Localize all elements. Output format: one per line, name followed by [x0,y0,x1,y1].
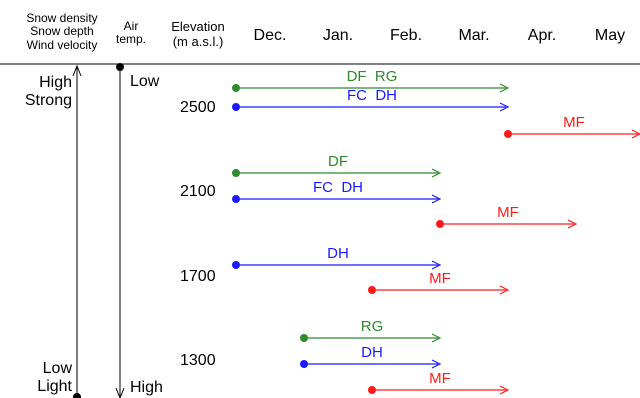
bar-1300-rg-label: RG [360,318,384,335]
bar-1300-dh-start-dot [300,360,308,368]
header-snow-density: Snow density [26,11,98,25]
header-snow-depth: Snow depth [30,24,94,39]
header-temp: temp. [115,32,146,47]
left-axis-arrowhead [72,64,82,77]
bar-2100-fc-dh-arrowhead [431,194,442,204]
bar-1300-mf-start-dot [368,386,376,394]
elevation-2100: 2100 [180,183,216,200]
bar-2100-df-start-dot [232,169,240,177]
bar-2100-df-arrowhead [431,168,442,178]
header-air: Air [123,19,139,33]
bar-2500-mf-start-dot [504,130,512,138]
bar-2500-fc-dh-arrowhead [499,102,510,112]
label-light: Light [37,377,72,395]
left-axis-dot [73,393,81,398]
bar-2100-fc-dh-label: FC DH [313,179,363,196]
bar-1700-dh-arrowhead [431,260,442,270]
bar-1300-rg-start-dot [300,334,308,342]
temp-axis [115,63,125,398]
bar-2100-mf-label: MF [497,204,519,221]
bar-1300-dh-label: DH [361,344,383,361]
bar-1700-mf-arrowhead [499,285,510,295]
bar-1700-dh-label: DH [327,245,349,262]
header-elevation-title: Elevation [171,19,225,34]
temp-axis-top-label: Low [130,73,160,90]
month-mar: Mar. [458,27,490,44]
month-apr: Apr. [527,27,557,44]
elevation-1300: 1300 [180,352,216,369]
bar-2500-fc-dh-label: FC DH [347,87,397,104]
month-may: May [594,27,626,44]
header-elevation: Elevation (m a.s.l.) [162,19,234,49]
bar-2500-df-rg-start-dot [232,84,240,92]
left-axis-top-label: High Strong [20,74,72,110]
left-axis-bottom-label: Low Light [20,360,72,396]
elevation-1700: 1700 [180,268,216,285]
bar-2100-fc-dh-start-dot [232,195,240,203]
bar-1300-dh-arrowhead [431,359,442,369]
label-strong: Strong [24,91,72,109]
header-elevation-unit: (m a.s.l.) [172,33,224,49]
bar-1700-dh-start-dot [232,261,240,269]
bar-1300-mf-label: MF [429,370,451,387]
bar-2500-mf-label: MF [563,114,585,131]
header-snow-metrics: Snow density Snow depth Wind velocity [12,11,112,52]
elevation-2500: 2500 [180,99,216,116]
header-wind-velocity: Wind velocity [26,37,98,52]
temp-axis-bottom-label: High [130,379,163,396]
bar-2500-df-rg-arrowhead [499,83,510,93]
bar-1700-mf-label: MF [429,270,451,287]
bar-2100-df-label: DF [328,153,348,170]
month-jan: Jan. [322,27,354,44]
month-dec: Dec. [253,27,287,44]
bar-1700-mf-start-dot [368,286,376,294]
bar-1300-rg-arrowhead [431,333,442,343]
timeline-bars [232,83,640,395]
bar-2500-mf-arrowhead [631,129,640,139]
bar-1300-mf-arrowhead [499,385,510,395]
label-low: Low [42,360,72,377]
left-axis [72,64,82,398]
bar-2500-fc-dh-start-dot [232,103,240,111]
temp-axis-arrowhead [115,387,125,398]
bar-2100-mf-arrowhead [567,219,578,229]
bar-2100-mf-start-dot [436,220,444,228]
bar-2500-df-rg-label: DF RG [346,68,398,85]
header-air-temp: Air temp. [108,19,154,47]
month-feb: Feb. [389,27,423,44]
label-high: High [39,74,72,91]
temp-axis-dot [116,63,124,71]
